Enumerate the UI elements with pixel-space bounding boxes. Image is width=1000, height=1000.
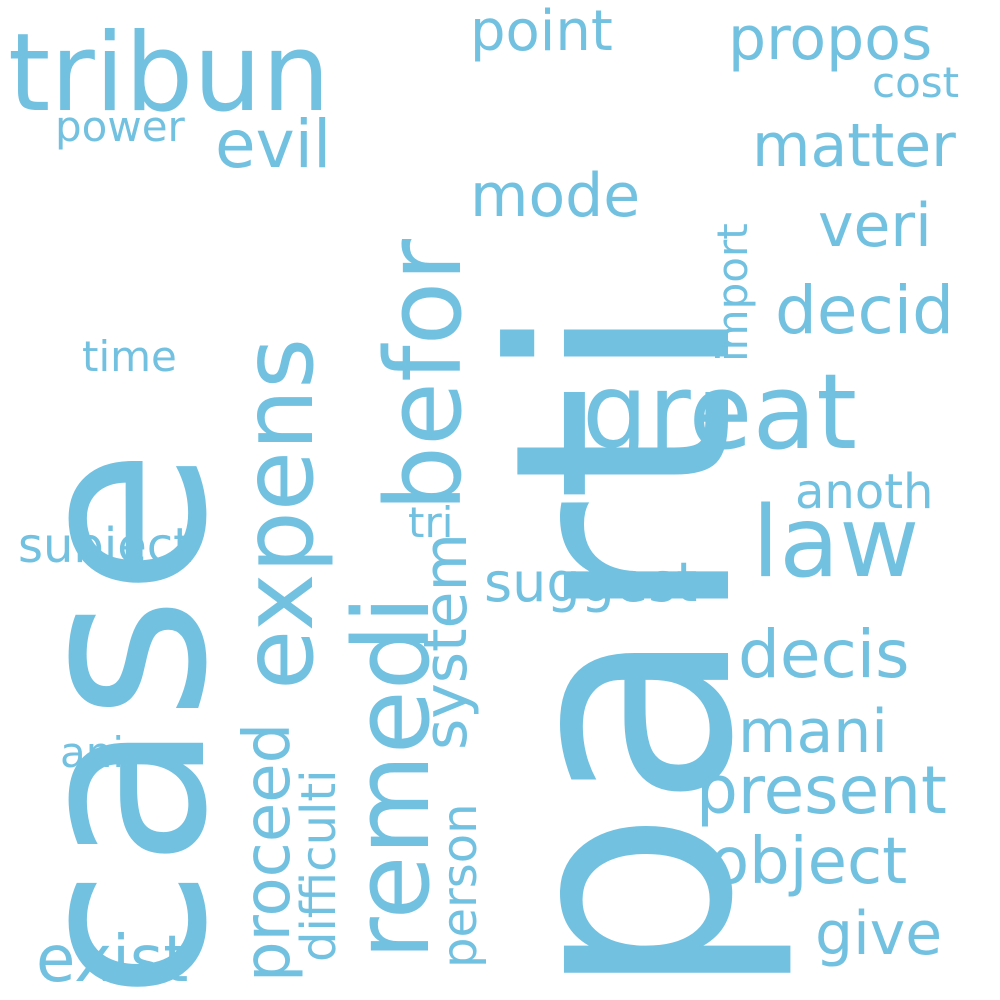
word-import: import [708,223,757,362]
word-present: present [696,752,947,829]
word-difficulti: difficulti [291,769,347,962]
word-veri: veri [818,191,932,261]
word-mani: mani [738,697,888,767]
word-propos: propos [728,4,933,74]
word-tri: tri [408,498,454,547]
word-subject: subject [18,518,192,574]
word-befor: befor [363,239,485,512]
word-case: case [0,448,260,1000]
word-give: give [815,899,943,969]
word-evil: evil [215,106,332,183]
word-person: person [432,803,488,968]
word-anoth: anoth [795,464,934,520]
word-time: time [82,332,177,381]
word-point: point [470,0,613,64]
word-system: system [411,533,481,750]
word-ani: ani [60,728,125,777]
word-great: great [582,351,857,473]
word-suggest: suggest [484,551,698,614]
word-parti: parti [450,301,799,1000]
word-expens: expens [222,337,336,690]
word-exist: exist [36,923,189,997]
word-tribun: tribun [8,11,331,136]
word-law: law [752,486,920,600]
word-decid: decid [775,272,955,349]
word-power: power [55,102,185,151]
word-object: object [710,825,908,899]
word-mode: mode [470,161,641,231]
word-matter: matter [752,111,956,181]
word-decis: decis [738,616,910,693]
word-cost: cost [872,58,960,107]
